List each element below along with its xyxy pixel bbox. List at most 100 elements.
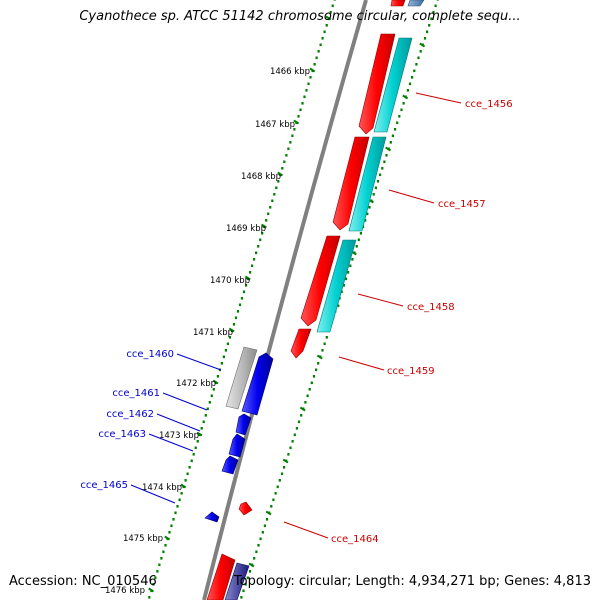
outer-ring-minor-tick [368, 206, 371, 209]
inner-ring-major-tick [325, 15, 332, 21]
inner-ring-minor-tick [307, 82, 310, 86]
outer-ring-minor-tick [391, 134, 394, 138]
outer-ring-minor-tick [411, 76, 414, 79]
inner-ring-minor-tick [156, 570, 159, 573]
outer-ring-minor-tick [374, 186, 377, 190]
inner-ring-minor-tick [212, 388, 215, 391]
outer-ring-minor-tick [259, 537, 262, 541]
inner-ring-minor-tick [293, 128, 296, 131]
inner-ring-minor-tick [216, 375, 219, 378]
gene-label-cce_1461: cce_1461 [112, 388, 160, 399]
outer-ring-minor-tick [323, 342, 326, 346]
outer-ring-minor-tick [428, 24, 431, 27]
scale-labels: 1466 kbp 1467 kbp 1468 kbp 1469 kbp 1470… [105, 67, 310, 596]
scale-label: 1476 kbp [105, 586, 145, 596]
inner-tick-ring [148, 0, 336, 599]
inner-ring-minor-tick [170, 524, 173, 528]
outer-ring-minor-tick [325, 336, 328, 339]
gene-arrow-cce_1465-cds [204, 511, 220, 523]
gene-arrow-top-gene [407, 0, 425, 7]
outer-ring-minor-tick [261, 531, 264, 534]
inner-ring-minor-tick [176, 505, 179, 508]
inner-ring-minor-tick [331, 4, 334, 8]
outer-ring-major-tick [316, 354, 323, 360]
connector-cce_1456 [415, 92, 462, 104]
gene-label-cce_1465: cce_1465 [80, 480, 128, 491]
connector-cce_1462 [156, 413, 201, 432]
gene-arrow-cce_1458-cds [300, 235, 341, 327]
inner-ring-minor-tick [162, 550, 165, 554]
outer-ring-minor-tick [287, 453, 290, 456]
inner-ring-minor-tick [184, 479, 187, 482]
outer-ring-major-tick [385, 146, 392, 152]
outer-ring-minor-tick [293, 433, 296, 437]
inner-ring-minor-tick [275, 186, 278, 190]
outer-ring-minor-tick [297, 420, 301, 424]
inner-ring-minor-tick [180, 492, 183, 495]
outer-ring-minor-tick [291, 440, 294, 443]
outer-ring-minor-tick [276, 485, 279, 489]
outer-ring-minor-tick [255, 550, 258, 554]
gene-arrow-cce_1459-cds [290, 328, 312, 359]
forward-features [206, 0, 425, 601]
inner-ring-minor-tick [154, 576, 157, 580]
inner-ring-minor-tick [291, 134, 294, 138]
outer-ring-minor-tick [402, 102, 405, 105]
outer-ring-minor-tick [415, 63, 418, 66]
outer-ring-minor-tick [413, 69, 416, 73]
reverse-features [204, 346, 274, 601]
inner-ring-minor-tick [178, 498, 181, 502]
outer-ring-minor-tick [321, 349, 324, 352]
outer-ring-minor-tick [349, 264, 352, 268]
outer-ring-minor-tick [347, 271, 350, 274]
outer-ring-minor-tick [344, 277, 348, 281]
inner-ring-minor-tick [257, 245, 260, 248]
inner-ring-minor-tick [289, 141, 292, 144]
inner-ring-minor-tick [305, 89, 308, 92]
outer-ring-major-tick [265, 510, 272, 516]
gene-arrow-cce_1456-cds [358, 33, 396, 135]
gene-label-cce_1464: cce_1464 [331, 534, 379, 545]
scale-label: 1473 kbp [159, 431, 199, 441]
scale-label: 1469 kbp [226, 224, 266, 234]
inner-ring-minor-tick [242, 290, 246, 294]
backbone-line [202, 0, 368, 601]
topology-info-text: Topology: circular; Length: 4,934,271 bp… [233, 574, 591, 589]
inner-ring-major-tick [293, 119, 300, 125]
gene-arrow-cce_1456-gene [373, 37, 413, 133]
connector-cce_1458 [357, 293, 404, 307]
gene-label-cce_1458: cce_1458 [407, 302, 455, 313]
outer-ring-minor-tick [376, 180, 380, 183]
gene-arrow-cce_1463-cds [221, 455, 239, 475]
inner-ring-minor-tick [321, 37, 324, 40]
inner-ring-minor-tick [283, 160, 286, 164]
inner-ring-minor-tick [168, 531, 171, 534]
outer-ring-minor-tick [398, 115, 401, 118]
inner-ring-minor-tick [202, 420, 205, 424]
inner-ring-minor-tick [267, 212, 270, 216]
inner-ring-minor-tick [148, 596, 151, 599]
outer-ring-minor-tick [306, 394, 309, 398]
inner-ring-minor-tick [172, 518, 175, 521]
inner-ring-minor-tick [206, 407, 209, 411]
inner-ring-minor-tick [245, 284, 248, 287]
outer-ring-minor-tick [381, 167, 384, 170]
outer-ring-minor-tick [310, 381, 313, 385]
outer-ring-minor-tick [283, 466, 286, 469]
inner-ring-minor-tick [287, 147, 290, 151]
scale-label: 1466 kbp [270, 67, 310, 77]
inner-ring-minor-tick [315, 56, 318, 60]
inner-ring-major-tick [309, 67, 316, 73]
inner-ring-minor-tick [297, 115, 300, 118]
inner-ring-minor-tick [317, 50, 320, 53]
inner-ring-major-tick [148, 587, 155, 593]
gene-label-cce_1462: cce_1462 [106, 409, 154, 420]
scale-label: 1468 kbp [241, 172, 281, 182]
inner-ring-minor-tick [240, 297, 244, 300]
outer-ring-minor-tick [274, 492, 277, 495]
gene-arrow-cce_1464-cds [238, 501, 253, 516]
outer-ring-minor-tick [242, 589, 245, 593]
inner-ring-minor-tick [228, 336, 231, 339]
outer-ring-minor-tick [434, 4, 437, 8]
outer-ring-minor-tick [240, 596, 243, 599]
